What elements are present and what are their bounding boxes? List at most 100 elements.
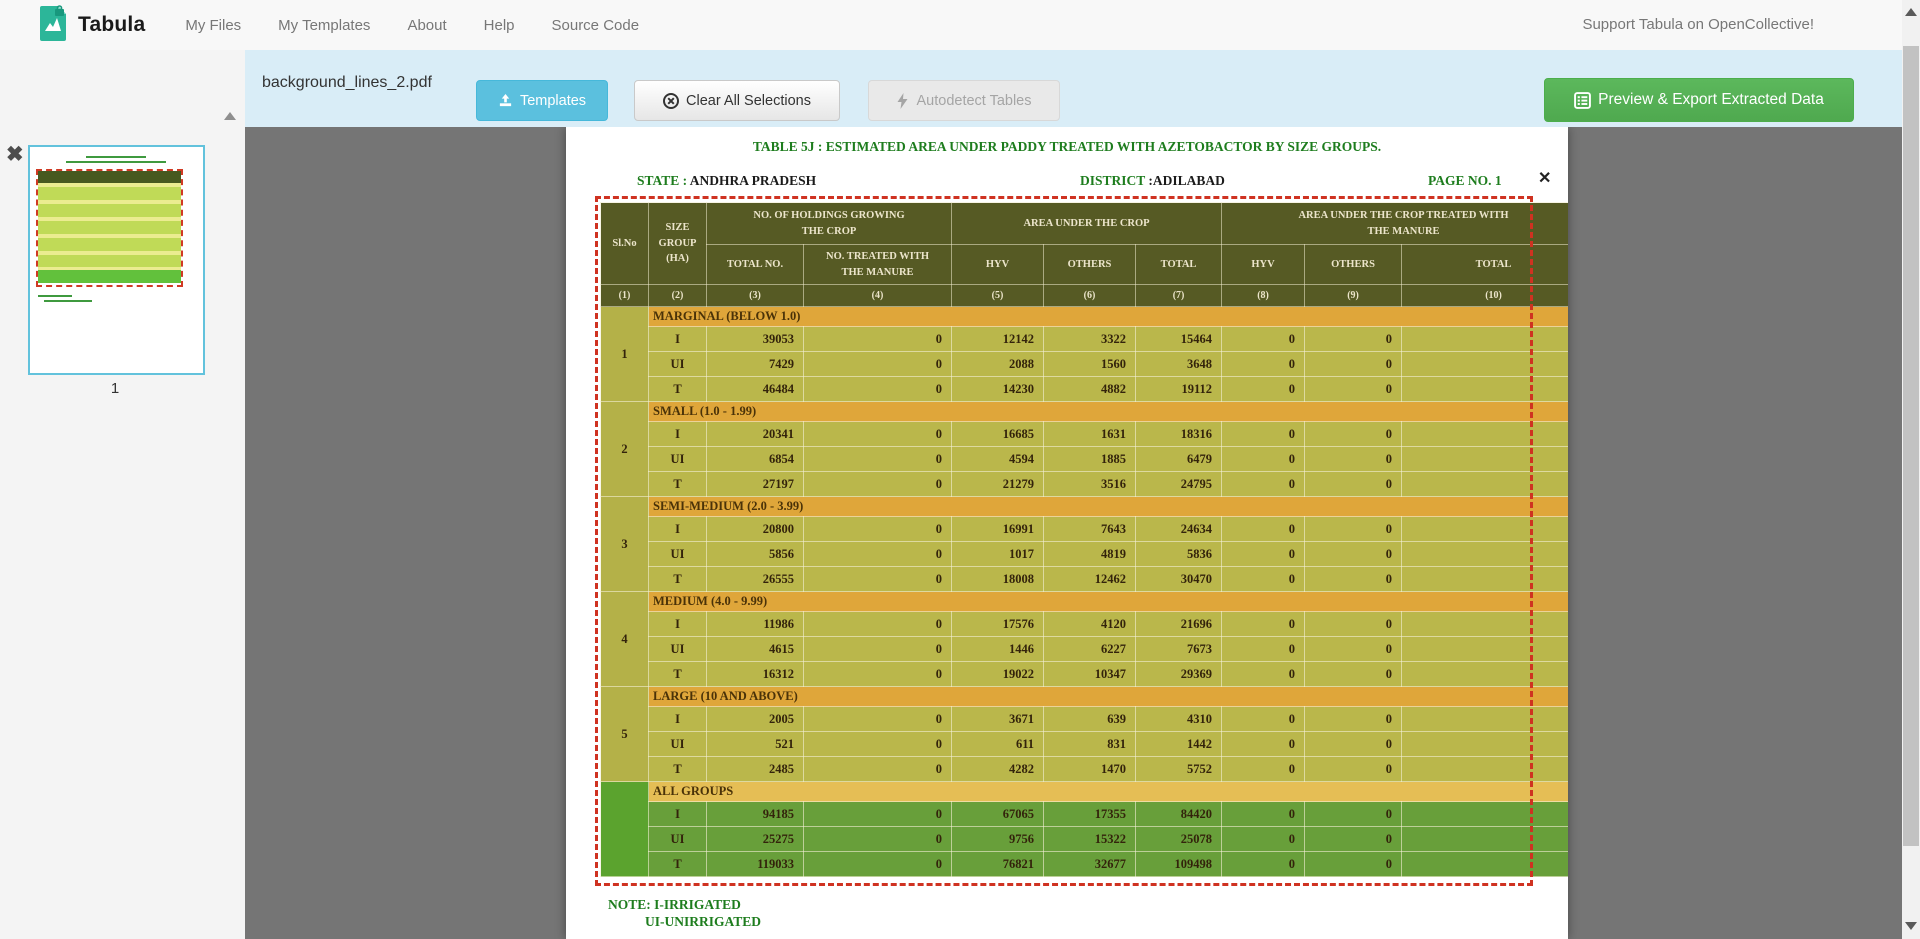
value-cell: 24795 <box>1135 471 1223 497</box>
value-cell: 1631 <box>1043 421 1137 447</box>
templates-button-label: Templates <box>519 92 587 109</box>
header-total-1: TOTAL <box>1135 244 1223 285</box>
thumb-table-preview <box>36 169 183 287</box>
window-scrollbar[interactable] <box>1902 0 1920 939</box>
value-cell: 0 <box>1401 611 1568 637</box>
remove-circle-icon <box>663 92 680 109</box>
value-cell: 5836 <box>1135 541 1223 567</box>
row-label-cell: I <box>648 706 707 732</box>
value-cell: 26555 <box>706 566 804 592</box>
value-cell: 0 <box>1221 516 1306 542</box>
group-band-label: SMALL (1.0 - 1.99) <box>647 401 1568 422</box>
value-cell: 0 <box>802 376 953 402</box>
value-cell: 46484 <box>706 376 804 402</box>
value-cell: 0 <box>1304 756 1403 782</box>
value-cell: 831 <box>1043 731 1137 757</box>
nav-item-my-files[interactable]: My Files <box>185 16 242 34</box>
clear-all-selections-button[interactable]: Clear All Selections <box>634 80 840 121</box>
templates-button[interactable]: Templates <box>476 80 608 121</box>
page-thumbnail[interactable] <box>28 145 205 375</box>
value-cell: 0 <box>1221 661 1306 687</box>
thumb-table-footer <box>38 267 181 283</box>
nav-item-source-code[interactable]: Source Code <box>551 16 640 34</box>
value-cell: 39053 <box>706 326 804 352</box>
value-cell: 10347 <box>1043 661 1137 687</box>
group-band-row: ALL GROUPS <box>600 781 1568 877</box>
value-cell: 4594 <box>951 446 1045 472</box>
brand[interactable]: Tabula <box>38 4 146 46</box>
value-cell: 4282 <box>951 756 1045 782</box>
header-total-2: TOTAL <box>1401 244 1568 285</box>
value-cell: 3322 <box>1043 326 1137 352</box>
pdf-note-line2: UI-UNIRRIGATED <box>645 914 762 929</box>
brand-name: Tabula <box>78 13 146 36</box>
value-cell: 3671 <box>951 706 1045 732</box>
value-cell: 84420 <box>1135 801 1223 827</box>
export-button-label: Preview & Export Extracted Data <box>1598 91 1824 108</box>
row-label-cell: UI <box>648 446 707 472</box>
group-band-row: 1 MARGINAL (BELOW 1.0) <box>600 306 1568 402</box>
value-cell: 0 <box>1304 471 1403 497</box>
scroll-up-icon[interactable] <box>1905 8 1917 16</box>
value-cell: 1560 <box>1043 351 1137 377</box>
slno-cell <box>600 781 649 877</box>
value-cell: 0 <box>1304 661 1403 687</box>
header-treated-group: AREA UNDER THE CROP TREATED WITH THE MAN… <box>1221 202 1568 245</box>
value-cell: 5856 <box>706 541 804 567</box>
value-cell: 0 <box>802 801 953 827</box>
nav-item-my-templates[interactable]: My Templates <box>278 16 371 34</box>
value-cell: 0 <box>1401 351 1568 377</box>
group-band-label: LARGE (10 AND ABOVE) <box>647 686 1568 707</box>
value-cell: 29369 <box>1135 661 1223 687</box>
remove-page-icon[interactable]: ✖ <box>6 143 24 166</box>
table-row: UI74290208815603648000 <box>601 351 1568 377</box>
value-cell: 0 <box>1221 446 1306 472</box>
row-label-cell: T <box>648 851 707 877</box>
slno-cell: 3 <box>600 496 649 592</box>
value-cell: 0 <box>1221 706 1306 732</box>
value-cell: 12462 <box>1043 566 1137 592</box>
col-number: (4) <box>802 284 953 307</box>
header-size-group: SIZE GROUP (HA) <box>648 202 707 285</box>
table-row: I20341016685163118316000 <box>601 421 1568 447</box>
value-cell: 12142 <box>951 326 1045 352</box>
value-cell: 0 <box>1401 661 1568 687</box>
nav-item-about[interactable]: About <box>407 16 447 34</box>
pdf-page[interactable]: TABLE 5J : ESTIMATED AREA UNDER PADDY TR… <box>566 127 1568 939</box>
preview-export-button[interactable]: Preview & Export Extracted Data <box>1544 78 1854 122</box>
sidebar-scroll-up-icon[interactable] <box>224 112 236 120</box>
value-cell: 30470 <box>1135 566 1223 592</box>
value-cell: 0 <box>802 706 953 732</box>
support-link[interactable]: Support Tabula on OpenCollective! <box>1582 16 1814 33</box>
value-cell: 0 <box>1304 636 1403 662</box>
table-row: UI25275097561532225078000 <box>601 826 1568 852</box>
value-cell: 6854 <box>706 446 804 472</box>
clear-button-label: Clear All Selections <box>686 92 811 109</box>
value-cell: 0 <box>1221 376 1306 402</box>
page-sidebar: ✖ 1 <box>0 50 245 939</box>
value-cell: 9756 <box>951 826 1045 852</box>
thumb-note-line-2 <box>44 300 92 302</box>
scrollbar-thumb[interactable] <box>1903 46 1919 846</box>
nav-item-help[interactable]: Help <box>483 16 515 34</box>
value-cell: 18008 <box>951 566 1045 592</box>
slno-cell: 1 <box>600 306 649 402</box>
value-cell: 2005 <box>706 706 804 732</box>
header-total-no: TOTAL NO. <box>706 244 804 285</box>
value-cell: 0 <box>1304 801 1403 827</box>
value-cell: 0 <box>1221 636 1306 662</box>
value-cell: 0 <box>802 566 953 592</box>
group-band-row: 4 MEDIUM (4.0 - 9.99) <box>600 591 1568 687</box>
page-no-text: PAGE NO. 1 <box>1428 173 1502 188</box>
value-cell: 0 <box>1304 376 1403 402</box>
value-cell: 3648 <box>1135 351 1223 377</box>
selection-close-icon[interactable]: ✕ <box>1538 170 1552 187</box>
value-cell: 0 <box>1401 566 1568 592</box>
row-label-cell: T <box>648 566 707 592</box>
pdf-table-body: 1 MARGINAL (BELOW 1.0) I 39053 0 12142 3322 154… <box>600 306 1568 877</box>
col-number: (6) <box>1043 284 1137 307</box>
value-cell: 25275 <box>706 826 804 852</box>
value-cell: 17576 <box>951 611 1045 637</box>
scroll-down-icon[interactable] <box>1905 922 1917 930</box>
value-cell: 2485 <box>706 756 804 782</box>
